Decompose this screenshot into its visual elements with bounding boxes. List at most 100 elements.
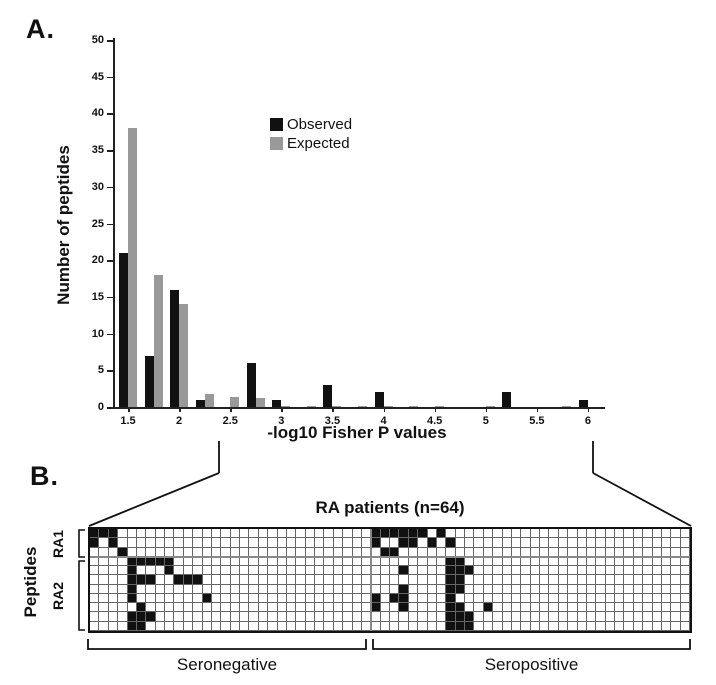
heatmap-cell [558, 584, 569, 594]
heatmap-cell [549, 566, 559, 576]
heatmap-cell [230, 538, 240, 548]
heatmap-cell [624, 529, 634, 539]
heatmap-cell [633, 612, 644, 622]
heatmap-cell [511, 575, 522, 585]
heatmap-cell [90, 584, 100, 594]
heatmap-cell [436, 556, 447, 567]
heatmap-cell [286, 529, 297, 539]
heatmap-cell [315, 612, 325, 622]
heatmap-cell [108, 529, 119, 539]
expected-bar [255, 398, 265, 407]
heatmap-cell [380, 556, 390, 567]
x-tick-mark [383, 407, 386, 412]
heatmap-cell [230, 566, 240, 576]
heatmap-cell [371, 603, 381, 613]
heatmap-cell [605, 556, 615, 567]
heatmap-cell [652, 584, 662, 594]
heatmap-cell [530, 603, 540, 613]
x-tick-label: 2.5 [222, 415, 238, 427]
heatmap-cell [343, 529, 353, 539]
heatmap-cell [465, 556, 475, 567]
heatmap-cell [380, 621, 390, 631]
heatmap-cell [324, 575, 334, 585]
heatmap-cell [558, 556, 569, 567]
heatmap-cell [136, 566, 147, 576]
heatmap-cell [90, 575, 100, 585]
heatmap-cell [521, 593, 531, 604]
heatmap-cell [465, 612, 475, 622]
x-tick-mark [179, 407, 181, 412]
ra-group-separator [90, 555, 690, 558]
x-tick-label: 3 [278, 415, 285, 427]
legend-item-expected: Expected [270, 135, 352, 152]
heatmap-cell [174, 566, 184, 576]
heatmap-cell [305, 593, 315, 604]
heatmap-cell [183, 584, 194, 594]
heatmap-cell [324, 593, 334, 604]
heatmap-cell [511, 529, 522, 539]
heatmap-cell [371, 575, 381, 585]
y-tick-mark [107, 296, 113, 299]
x-tick-label: 4.5 [427, 415, 443, 427]
heatmap-cell [390, 593, 400, 604]
heatmap-cell [465, 584, 475, 594]
y-tick-mark [107, 370, 113, 372]
heatmap-cell [483, 566, 494, 576]
heatmap-cell [502, 612, 512, 622]
heatmap-cell [652, 575, 662, 585]
heatmap-cell [333, 593, 344, 604]
heatmap-cell [446, 575, 456, 585]
heatmap-cell [99, 566, 109, 576]
heatmap-cell [268, 556, 278, 567]
heatmap-cell [183, 529, 194, 539]
heatmap-cell [474, 621, 484, 631]
heatmap-cell [174, 575, 184, 585]
heatmap-cell [399, 556, 409, 567]
heatmap-cell [586, 584, 597, 594]
y-tick-mark [107, 113, 113, 115]
heatmap-cell [652, 621, 662, 631]
heatmap-cell [605, 584, 615, 594]
legend-item-observed: Observed [270, 116, 352, 133]
heatmap-cell [165, 621, 175, 631]
heatmap-cell [652, 566, 662, 576]
heatmap-cell [568, 556, 578, 567]
heatmap-cell [258, 612, 269, 622]
heatmap-cell [502, 566, 512, 576]
heatmap-cell [540, 603, 550, 613]
heatmap-cell [643, 575, 653, 585]
heatmap-cell [521, 612, 531, 622]
y-tick-label: 50 [91, 34, 104, 46]
heatmap-cell [352, 529, 362, 539]
heatmap-cell [465, 603, 475, 613]
heatmap-cell [324, 584, 334, 594]
heatmap-cell [343, 612, 353, 622]
heatmap-cell [352, 603, 362, 613]
heatmap-cell [474, 584, 484, 594]
heatmap-cell [615, 529, 625, 539]
heatmap-cell [118, 612, 128, 622]
heatmap-cell [249, 621, 259, 631]
heatmap-cell [352, 584, 362, 594]
heatmap-cell [268, 529, 278, 539]
heatmap-cell [493, 575, 503, 585]
heatmap-cell [211, 603, 222, 613]
heatmap-cell [652, 603, 662, 613]
heatmap-cell [127, 566, 137, 576]
heatmap-cell [446, 612, 456, 622]
heatmap-cell [118, 593, 128, 604]
heatmap-cell [146, 529, 156, 539]
heatmap-cell [549, 603, 559, 613]
heatmap-cell [221, 621, 231, 631]
heatmap-cell [661, 603, 672, 613]
heatmap-cell [436, 529, 447, 539]
chart-legend: Observed Expected [270, 116, 352, 152]
heatmap-cell [502, 556, 512, 567]
heatmap-cell [436, 621, 447, 631]
heatmap-cell [671, 584, 681, 594]
heatmap-cell [596, 584, 606, 594]
heatmap-cell [399, 538, 409, 548]
heatmap-cell [99, 556, 109, 567]
heatmap-cell [165, 593, 175, 604]
heatmap-cell [296, 566, 306, 576]
